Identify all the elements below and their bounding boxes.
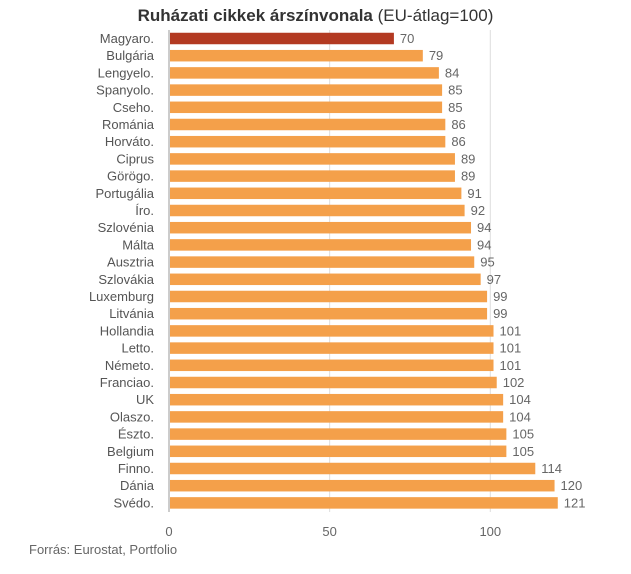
bar [170, 342, 494, 354]
value-label: 70 [400, 31, 414, 46]
value-label: 121 [564, 495, 586, 510]
category-label: Málta [122, 237, 155, 252]
value-label: 84 [445, 65, 459, 80]
bar [170, 32, 394, 45]
value-label: 104 [509, 392, 531, 407]
bar [170, 153, 455, 165]
category-label: Szlovénia [98, 220, 155, 235]
bar [170, 49, 423, 62]
chart-title-main: Ruházati cikkek árszínvonala [137, 6, 373, 25]
value-label: 86 [451, 134, 465, 149]
category-label: Luxemburg [89, 289, 154, 304]
category-label: Szlovákia [98, 272, 154, 287]
category-label: Magyaro. [100, 31, 154, 46]
bar [170, 376, 497, 389]
bar [170, 307, 488, 320]
bar [170, 67, 439, 79]
bar [170, 273, 481, 286]
category-label: Franciao. [100, 375, 154, 390]
x-tick-label: 0 [165, 524, 172, 539]
chart-title: Ruházati cikkek árszínvonala (EU-átlag=1… [0, 6, 631, 26]
category-label: Románia [102, 117, 155, 132]
value-label: 89 [461, 169, 475, 184]
bar [170, 170, 455, 182]
bar [170, 411, 504, 423]
value-label: 101 [500, 323, 522, 338]
value-label: 105 [512, 444, 534, 459]
bar [170, 204, 465, 217]
bar [170, 359, 494, 372]
x-tick-label: 50 [322, 524, 336, 539]
category-label: Portugália [95, 186, 154, 201]
category-label: Hollandia [100, 323, 155, 338]
value-label: 94 [477, 220, 491, 235]
bar [170, 239, 472, 251]
bar [170, 221, 472, 234]
bars [170, 32, 558, 509]
value-label: 85 [448, 83, 462, 98]
value-label: 86 [451, 117, 465, 132]
category-label: Horváto. [105, 134, 154, 149]
value-label: 104 [509, 409, 531, 424]
category-label: UK [136, 392, 154, 407]
value-label: 91 [467, 186, 481, 201]
category-label: Letto. [121, 341, 154, 356]
bar [170, 325, 494, 337]
bar [170, 187, 462, 200]
bar [170, 84, 443, 96]
bar [170, 393, 504, 406]
value-label: 95 [480, 255, 494, 270]
category-label: Ciprus [116, 151, 154, 166]
value-label: 99 [493, 289, 507, 304]
category-label: Finno. [118, 461, 154, 476]
bar [170, 428, 507, 440]
category-label: Lengyelo. [98, 65, 154, 80]
labels: 0 50 100 Magyaro. 70 Bulgária 79 Lengyelo. 84 Spa… [89, 31, 586, 539]
value-label: 97 [487, 272, 501, 287]
category-label: Észto. [118, 427, 154, 442]
chart-title-sub: (EU-átlag=100) [377, 6, 494, 25]
x-tick-label: 100 [479, 524, 501, 539]
value-label: 101 [500, 358, 522, 373]
category-label: Belgium [107, 444, 154, 459]
value-label: 99 [493, 306, 507, 321]
value-label: 101 [500, 341, 522, 356]
value-label: 79 [429, 48, 443, 63]
category-label: Íro. [135, 203, 154, 218]
category-label: Spanyolo. [96, 83, 154, 98]
category-label: Görögo. [107, 169, 154, 184]
source-note: Forrás: Eurostat, Portfolio [29, 542, 178, 557]
value-label: 102 [503, 375, 525, 390]
value-label: 92 [471, 203, 485, 218]
category-label: Litvánia [109, 306, 155, 321]
bar [170, 290, 488, 303]
value-label: 120 [561, 478, 583, 493]
bar [170, 135, 446, 148]
value-label: 94 [477, 237, 491, 252]
category-label: Németo. [105, 358, 154, 373]
category-label: Olaszo. [110, 409, 154, 424]
value-label: 89 [461, 151, 475, 166]
value-label: 85 [448, 100, 462, 115]
bar [170, 462, 536, 475]
bar [170, 101, 443, 114]
category-label: Svédo. [114, 495, 154, 510]
value-label: 114 [541, 461, 562, 476]
value-label: 105 [512, 427, 534, 442]
category-label: Bulgária [106, 48, 154, 63]
bar [170, 256, 475, 268]
bar [170, 479, 555, 492]
category-label: Ausztria [107, 255, 155, 270]
bar [170, 497, 558, 509]
bar [170, 118, 446, 131]
category-label: Dánia [120, 478, 155, 493]
bar [170, 445, 507, 458]
category-label: Cseho. [113, 100, 154, 115]
